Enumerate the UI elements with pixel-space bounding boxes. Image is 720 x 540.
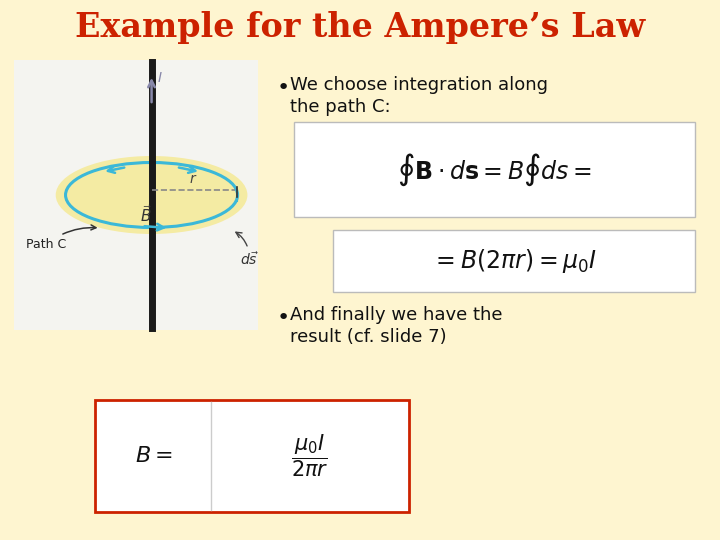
Text: $\oint \mathbf{B} \cdot d\mathbf{s} = B \oint ds =$: $\oint \mathbf{B} \cdot d\mathbf{s} = B … [397,151,592,188]
Text: $B = $: $B = $ [135,445,173,467]
Text: And finally we have the: And finally we have the [290,306,503,324]
Text: $I$: $I$ [158,71,163,85]
Text: the path C:: the path C: [290,98,391,116]
Text: We choose integration along: We choose integration along [290,76,548,94]
Text: Path C: Path C [26,225,96,251]
Text: $\dfrac{\mu_0 I}{2\pi r}$: $\dfrac{\mu_0 I}{2\pi r}$ [291,433,328,480]
Text: •: • [276,78,289,98]
Bar [94,400,409,512]
Text: $r$: $r$ [189,172,197,186]
Bar [14,60,258,330]
Ellipse shape [55,156,248,234]
Bar [294,122,696,217]
Text: result (cf. slide 7): result (cf. slide 7) [290,328,447,346]
Text: •: • [276,308,289,328]
Text: Example for the Ampere’s Law: Example for the Ampere’s Law [75,11,645,44]
Text: $d\vec{s}$: $d\vec{s}$ [236,232,259,268]
Text: $\vec{B}$: $\vec{B}$ [140,204,152,225]
Text: $= B(2\pi r) = \mu_0 I$: $= B(2\pi r) = \mu_0 I$ [431,247,598,275]
Bar [333,230,696,292]
